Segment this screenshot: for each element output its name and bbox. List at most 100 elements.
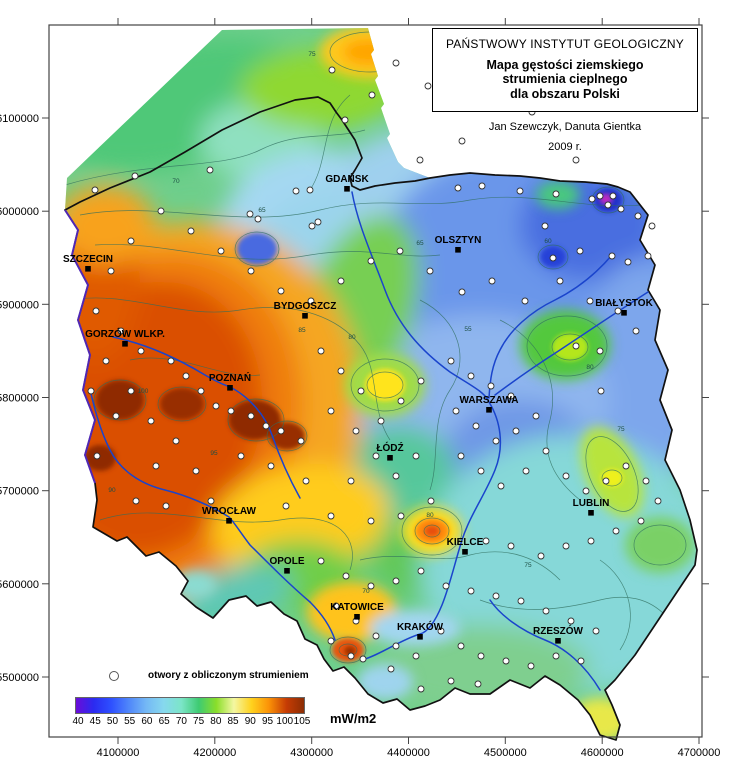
- borehole-dot: [532, 412, 540, 420]
- contour-value: 100: [138, 388, 149, 395]
- borehole-dot: [127, 237, 135, 245]
- scale-tick-label: 40: [72, 716, 84, 727]
- borehole-dot: [624, 258, 632, 266]
- borehole-dot: [596, 347, 604, 355]
- borehole-dot: [517, 597, 525, 605]
- x-axis-labels: 4100000 4200000 4300000 4400000 4500000 46000…: [97, 747, 721, 759]
- city-marker-square: [227, 385, 233, 391]
- scale-tick-label: 55: [124, 716, 136, 727]
- borehole-dot: [392, 59, 400, 67]
- city-label: BYDGOSZCZ: [274, 301, 337, 312]
- city-marker-square: [621, 310, 627, 316]
- city-label: OLSZTYN: [435, 235, 482, 246]
- contour-value: 95: [210, 450, 218, 457]
- country-border: [64, 96, 698, 741]
- y-axis-tick-label: 5700000: [0, 486, 39, 498]
- borehole-dot: [91, 186, 99, 194]
- borehole-dot: [562, 472, 570, 480]
- city-label: POZNAŃ: [209, 371, 251, 384]
- borehole-dot: [592, 627, 600, 635]
- contour-value: 80: [586, 364, 594, 371]
- borehole-dot: [147, 417, 155, 425]
- borehole-dot: [262, 422, 270, 430]
- borehole-dot: [426, 267, 434, 275]
- city-label: WARSZAWA: [460, 395, 519, 406]
- borehole-dot: [367, 582, 375, 590]
- borehole-dot: [337, 367, 345, 375]
- borehole-dot: [107, 267, 115, 275]
- borehole-markers: [87, 59, 662, 693]
- y-axis-tick-label: 5500000: [0, 672, 39, 684]
- y-axis-labels: 6100000 6000000 5900000 5800000 5700000 56000…: [0, 113, 39, 684]
- borehole-dot: [477, 467, 485, 475]
- borehole-dot: [397, 512, 405, 520]
- unit-label: mW/m2: [330, 711, 377, 726]
- borehole-dot: [212, 402, 220, 410]
- borehole-dot: [644, 252, 652, 260]
- x-axis-tick-label: 4300000: [290, 747, 333, 759]
- borehole-dot: [427, 497, 435, 505]
- borehole-dot: [207, 497, 215, 505]
- borehole-dot: [597, 387, 605, 395]
- city-marker-square: [302, 313, 308, 319]
- borehole-dot: [112, 412, 120, 420]
- borehole-dot: [392, 577, 400, 585]
- borehole-dot: [412, 452, 420, 460]
- river-pilica: [309, 601, 336, 641]
- borehole-dot: [137, 347, 145, 355]
- y-axis-tick-label: 6000000: [0, 206, 39, 218]
- rivers: [89, 191, 649, 691]
- borehole-dot: [127, 387, 135, 395]
- borehole-dot: [562, 542, 570, 550]
- scale-tick-label: 75: [193, 716, 205, 727]
- borehole-dot: [397, 397, 405, 405]
- borehole-dot: [482, 537, 490, 545]
- city-label: GDAŃSK: [325, 172, 369, 185]
- borehole-dot: [93, 452, 101, 460]
- borehole-dot: [157, 207, 165, 215]
- x-axis-tick-label: 4600000: [581, 747, 624, 759]
- borehole-dot: [512, 427, 520, 435]
- scale-tick-label: 65: [158, 716, 170, 727]
- borehole-dot: [317, 347, 325, 355]
- borehole-dot: [617, 205, 625, 213]
- city-label: BIAŁYSTOK: [595, 298, 653, 309]
- borehole-dot: [614, 307, 622, 315]
- city-label: KRAKÓW: [397, 620, 444, 633]
- borehole-dot: [131, 172, 139, 180]
- contour-value: 55: [464, 326, 472, 333]
- borehole-dot: [182, 372, 190, 380]
- borehole-dot: [277, 287, 285, 295]
- city-marker-square: [486, 407, 492, 413]
- borehole-dot: [342, 572, 350, 580]
- y-axis-tick-label: 6100000: [0, 113, 39, 125]
- legend-borehole-icon: [109, 671, 119, 681]
- x-axis-tick-label: 4500000: [484, 747, 527, 759]
- contour-value: 75: [524, 562, 532, 569]
- y-axis-tick-label: 5800000: [0, 393, 39, 405]
- borehole-dot: [347, 477, 355, 485]
- borehole-dot: [417, 685, 425, 693]
- borehole-dot: [172, 437, 180, 445]
- contour-value: 60: [544, 238, 552, 245]
- borehole-dot: [337, 277, 345, 285]
- borehole-dot: [117, 327, 125, 335]
- borehole-dot: [576, 247, 584, 255]
- borehole-dot: [608, 252, 616, 260]
- borehole-dot: [152, 462, 160, 470]
- x-axis-tick-label: 4100000: [97, 747, 140, 759]
- borehole-dot: [507, 542, 515, 550]
- borehole-dot: [457, 452, 465, 460]
- contour-lines: [65, 31, 687, 664]
- borehole-dot: [552, 652, 560, 660]
- color-scale-ticks: 40 45 50 55 60 65 70 75 80 85 90 95 100 105: [72, 716, 310, 729]
- borehole-dot: [367, 257, 375, 265]
- borehole-dot: [521, 297, 529, 305]
- institute-name: PAŃSTWOWY INSTYTUT GEOLOGICZNY: [445, 37, 685, 51]
- title-box: PAŃSTWOWY INSTYTUT GEOLOGICZNY Mapa gęst…: [432, 28, 698, 112]
- borehole-dot: [332, 602, 340, 610]
- borehole-dot: [307, 297, 315, 305]
- borehole-dot: [412, 652, 420, 660]
- borehole-dot: [572, 342, 580, 350]
- borehole-dot: [416, 156, 424, 164]
